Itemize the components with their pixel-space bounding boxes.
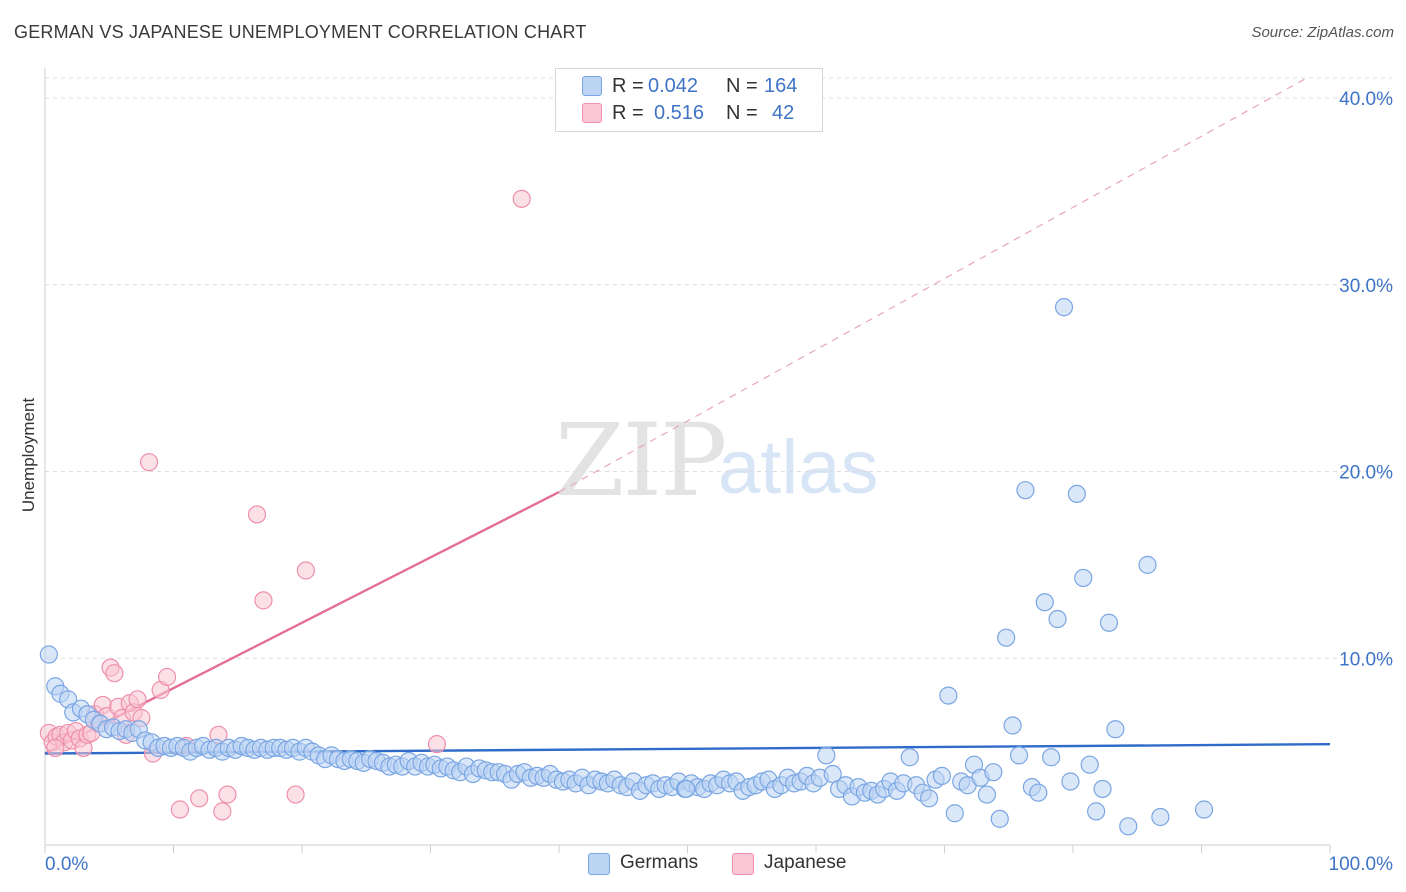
legend-n-label: N = xyxy=(726,102,758,124)
german-point xyxy=(919,789,939,808)
german-point xyxy=(939,686,958,705)
y-tick-label: 40.0% xyxy=(1339,89,1393,110)
japanese-point xyxy=(254,591,273,610)
grid-lines xyxy=(45,77,1392,659)
japanese-legend-label: Japanese xyxy=(764,852,847,873)
japanese-point xyxy=(157,667,177,687)
japanese-point xyxy=(139,453,159,472)
german-point xyxy=(977,785,997,804)
x-tick-label-max: 100.0% xyxy=(1329,854,1394,875)
trend-lines xyxy=(44,78,1331,755)
german-point xyxy=(1067,484,1086,504)
german-point xyxy=(1035,593,1054,612)
japanese-point xyxy=(105,664,124,683)
tick-labels: 10.0% 20.0% 30.0% 40.0% 0.0% 100.0% xyxy=(45,89,1393,875)
german-point xyxy=(1042,748,1061,767)
japanese-point xyxy=(427,735,447,754)
japanese-point xyxy=(512,189,531,208)
y-tick-label: 30.0% xyxy=(1339,276,1393,297)
german-point xyxy=(1048,609,1067,629)
german-point xyxy=(817,746,836,765)
german-points xyxy=(39,298,1214,836)
legend-r-value: 0.516 xyxy=(654,102,705,124)
german-point xyxy=(1138,555,1157,574)
german-point xyxy=(1151,807,1170,827)
legend-n-label: N = xyxy=(726,75,758,97)
source-credit: Source: ZipAtlas.com xyxy=(1251,24,1394,41)
chart-title: GERMAN VS JAPANESE UNEMPLOYMENT CORRELAT… xyxy=(14,22,587,42)
watermark-atlas: atlas xyxy=(718,425,879,510)
japanese-point xyxy=(128,690,147,709)
legend-r-label: R = xyxy=(612,75,644,97)
german-point xyxy=(1061,772,1080,791)
german-point xyxy=(1054,298,1074,317)
german-point xyxy=(677,779,696,799)
legend-swatch-pink xyxy=(582,103,602,123)
german-point xyxy=(1003,716,1022,735)
german-point xyxy=(1087,802,1106,821)
german-point xyxy=(1093,779,1112,799)
german-point xyxy=(39,645,58,664)
watermark-zip: ZIP xyxy=(555,402,727,519)
legend-r-value: 0.042 xyxy=(648,75,699,97)
axes xyxy=(44,68,1331,853)
german-point xyxy=(990,809,1009,828)
japanese-point xyxy=(296,561,315,580)
y-tick-label: 10.0% xyxy=(1339,649,1393,670)
japanese-point xyxy=(247,505,267,524)
japanese-point xyxy=(170,800,190,819)
japanese-point xyxy=(218,785,237,804)
germans-swatch xyxy=(588,853,610,875)
german-point xyxy=(1009,746,1029,765)
german-point xyxy=(945,804,964,823)
stats-legend: R = 0.042 N = 164 R = 0.516 N = 42 xyxy=(555,68,823,132)
japanese-trend-extension xyxy=(558,78,1305,493)
german-point xyxy=(1080,755,1099,774)
german-point xyxy=(1106,720,1125,739)
legend-n-value: 42 xyxy=(772,102,795,124)
german-point xyxy=(1119,817,1138,836)
german-point xyxy=(997,628,1016,647)
legend-n-value: 164 xyxy=(764,75,798,97)
german-point xyxy=(932,766,952,786)
japanese-point xyxy=(46,738,65,757)
japanese-point xyxy=(190,789,209,808)
german-point xyxy=(900,748,919,767)
german-point xyxy=(984,763,1003,782)
german-point xyxy=(1074,568,1093,588)
germans-legend-label: Germans xyxy=(620,852,699,873)
german-point xyxy=(1029,783,1048,802)
y-tick-label: 20.0% xyxy=(1339,463,1393,484)
german-point xyxy=(1099,613,1119,632)
y-axis-label: Unemployment xyxy=(19,398,38,513)
german-point xyxy=(1016,481,1035,500)
japanese-point xyxy=(286,785,305,804)
x-tick-label-min: 0.0% xyxy=(45,854,88,875)
japanese-swatch xyxy=(732,853,754,875)
japanese-point xyxy=(213,802,232,821)
german-point xyxy=(1194,800,1214,819)
legend-swatch-blue xyxy=(582,76,602,96)
legend-r-label: R = xyxy=(612,102,644,124)
